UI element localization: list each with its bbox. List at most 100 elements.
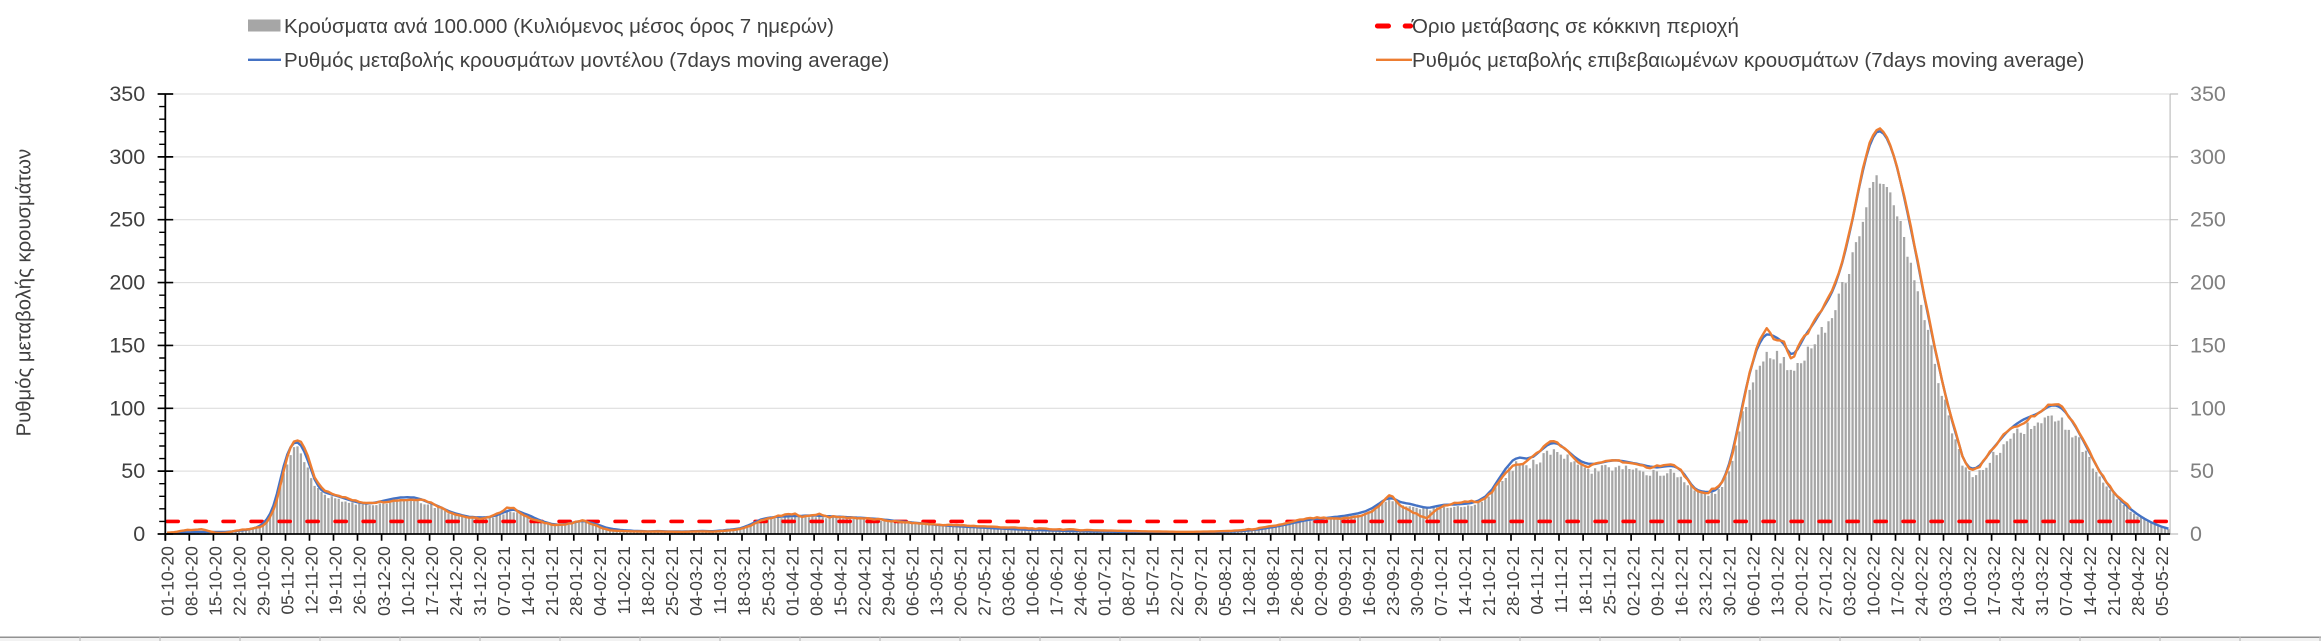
svg-text:23-09-21: 23-09-21 bbox=[1383, 546, 1403, 616]
svg-text:03-06-21: 03-06-21 bbox=[999, 546, 1019, 616]
svg-text:350: 350 bbox=[2190, 82, 2226, 106]
svg-text:14-01-21: 14-01-21 bbox=[518, 546, 538, 616]
svg-text:28-10-21: 28-10-21 bbox=[1503, 546, 1523, 616]
svg-text:01-04-21: 01-04-21 bbox=[782, 546, 802, 616]
svg-text:150: 150 bbox=[109, 333, 145, 357]
svg-text:03-03-22: 03-03-22 bbox=[1936, 546, 1956, 616]
svg-text:100: 100 bbox=[109, 396, 145, 420]
svg-text:24-02-22: 24-02-22 bbox=[1912, 546, 1932, 616]
svg-text:Ρυθμός μεταβολής κρουσμάτων: Ρυθμός μεταβολής κρουσμάτων bbox=[14, 149, 36, 437]
svg-text:22-07-21: 22-07-21 bbox=[1167, 546, 1187, 616]
svg-text:0: 0 bbox=[133, 522, 145, 546]
svg-text:29-04-21: 29-04-21 bbox=[878, 546, 898, 616]
svg-text:21-10-21: 21-10-21 bbox=[1479, 546, 1499, 616]
svg-text:Ρυθμός μεταβολής κρουσμάτων μο: Ρυθμός μεταβολής κρουσμάτων μοντέλου (7d… bbox=[284, 49, 889, 72]
svg-text:17-06-21: 17-06-21 bbox=[1047, 546, 1067, 616]
svg-text:07-04-22: 07-04-22 bbox=[2056, 546, 2076, 616]
svg-text:23-12-21: 23-12-21 bbox=[1695, 546, 1715, 616]
svg-text:15-07-21: 15-07-21 bbox=[1143, 546, 1163, 616]
svg-text:08-10-20: 08-10-20 bbox=[182, 546, 202, 616]
svg-text:02-09-21: 02-09-21 bbox=[1311, 546, 1331, 616]
svg-text:150: 150 bbox=[2190, 333, 2226, 357]
svg-text:0: 0 bbox=[2190, 522, 2202, 546]
svg-text:17-12-20: 17-12-20 bbox=[422, 546, 442, 616]
svg-text:04-02-21: 04-02-21 bbox=[590, 546, 610, 616]
svg-text:250: 250 bbox=[109, 208, 145, 232]
svg-text:17-03-22: 17-03-22 bbox=[1984, 546, 2004, 616]
svg-text:06-05-21: 06-05-21 bbox=[902, 546, 922, 616]
svg-text:07-10-21: 07-10-21 bbox=[1431, 546, 1451, 616]
svg-text:06-01-22: 06-01-22 bbox=[1744, 546, 1764, 616]
svg-text:26-11-20: 26-11-20 bbox=[350, 546, 370, 614]
svg-text:05-11-20: 05-11-20 bbox=[278, 546, 298, 614]
svg-text:02-12-21: 02-12-21 bbox=[1623, 546, 1643, 616]
svg-text:300: 300 bbox=[109, 145, 145, 169]
svg-text:01-10-20: 01-10-20 bbox=[158, 546, 178, 616]
svg-text:16-09-21: 16-09-21 bbox=[1359, 546, 1379, 616]
svg-text:04-11-21: 04-11-21 bbox=[1527, 546, 1547, 614]
svg-text:30-09-21: 30-09-21 bbox=[1407, 546, 1427, 616]
svg-text:11-03-21: 11-03-21 bbox=[710, 546, 730, 614]
svg-text:21-04-22: 21-04-22 bbox=[2104, 546, 2124, 616]
svg-text:12-08-21: 12-08-21 bbox=[1239, 546, 1259, 616]
svg-text:11-11-21: 11-11-21 bbox=[1551, 546, 1571, 613]
svg-text:09-12-21: 09-12-21 bbox=[1647, 546, 1667, 616]
svg-text:Όριο μετάβασης σε κόκκινη περι: Όριο μετάβασης σε κόκκινη περιοχή bbox=[1411, 15, 1739, 38]
svg-text:30-12-21: 30-12-21 bbox=[1720, 546, 1740, 616]
svg-text:28-01-21: 28-01-21 bbox=[566, 546, 586, 616]
svg-text:20-05-21: 20-05-21 bbox=[951, 546, 971, 616]
svg-text:18-02-21: 18-02-21 bbox=[638, 546, 658, 616]
svg-text:10-06-21: 10-06-21 bbox=[1023, 546, 1043, 616]
svg-text:25-03-21: 25-03-21 bbox=[758, 546, 778, 616]
svg-text:08-07-21: 08-07-21 bbox=[1119, 546, 1139, 616]
svg-text:300: 300 bbox=[2190, 145, 2226, 169]
svg-text:27-01-22: 27-01-22 bbox=[1816, 546, 1836, 616]
svg-text:Ρυθμός μεταβολής επιβεβαιωμένω: Ρυθμός μεταβολής επιβεβαιωμένων κρουσμάτ… bbox=[1412, 49, 2084, 72]
svg-text:16-12-21: 16-12-21 bbox=[1671, 546, 1691, 616]
svg-text:29-10-20: 29-10-20 bbox=[254, 546, 274, 616]
svg-text:19-08-21: 19-08-21 bbox=[1263, 546, 1283, 616]
svg-text:18-11-21: 18-11-21 bbox=[1575, 546, 1595, 614]
svg-text:18-03-21: 18-03-21 bbox=[734, 546, 754, 616]
svg-text:24-03-22: 24-03-22 bbox=[2008, 546, 2028, 616]
svg-text:27-05-21: 27-05-21 bbox=[975, 546, 995, 616]
svg-text:03-02-22: 03-02-22 bbox=[1840, 546, 1860, 616]
svg-text:Κρούσματα ανά 100.000 (Κυλιόμε: Κρούσματα ανά 100.000 (Κυλιόμενος μέσος … bbox=[284, 15, 834, 38]
svg-text:21-01-21: 21-01-21 bbox=[542, 546, 562, 616]
svg-text:10-03-22: 10-03-22 bbox=[1960, 546, 1980, 616]
svg-text:200: 200 bbox=[109, 271, 145, 295]
svg-text:200: 200 bbox=[2190, 271, 2226, 295]
svg-text:10-02-22: 10-02-22 bbox=[1864, 546, 1884, 616]
svg-text:20-01-22: 20-01-22 bbox=[1792, 546, 1812, 616]
svg-text:25-02-21: 25-02-21 bbox=[662, 546, 682, 616]
svg-text:25-11-21: 25-11-21 bbox=[1599, 546, 1619, 614]
svg-text:29-07-21: 29-07-21 bbox=[1191, 546, 1211, 616]
svg-text:24-06-21: 24-06-21 bbox=[1071, 546, 1091, 616]
svg-text:15-04-21: 15-04-21 bbox=[830, 546, 850, 616]
svg-text:13-01-22: 13-01-22 bbox=[1768, 546, 1788, 616]
svg-text:14-04-22: 14-04-22 bbox=[2080, 546, 2100, 616]
svg-text:31-12-20: 31-12-20 bbox=[470, 546, 490, 616]
svg-text:100: 100 bbox=[2190, 396, 2226, 420]
svg-text:14-10-21: 14-10-21 bbox=[1455, 546, 1475, 616]
svg-text:19-11-20: 19-11-20 bbox=[326, 546, 346, 614]
svg-text:24-12-20: 24-12-20 bbox=[446, 546, 466, 616]
svg-text:50: 50 bbox=[2190, 459, 2214, 483]
svg-text:50: 50 bbox=[121, 459, 145, 483]
svg-text:10-12-20: 10-12-20 bbox=[398, 546, 418, 616]
svg-text:22-10-20: 22-10-20 bbox=[230, 546, 250, 616]
svg-text:250: 250 bbox=[2190, 208, 2226, 232]
svg-text:05-05-22: 05-05-22 bbox=[2152, 546, 2172, 616]
svg-text:350: 350 bbox=[109, 82, 145, 106]
svg-text:22-04-21: 22-04-21 bbox=[854, 546, 874, 616]
svg-text:09-09-21: 09-09-21 bbox=[1335, 546, 1355, 616]
svg-text:05-08-21: 05-08-21 bbox=[1215, 546, 1235, 616]
svg-text:26-08-21: 26-08-21 bbox=[1287, 546, 1307, 616]
svg-text:01-07-21: 01-07-21 bbox=[1095, 546, 1115, 616]
svg-text:17-02-22: 17-02-22 bbox=[1888, 546, 1908, 616]
svg-text:07-01-21: 07-01-21 bbox=[494, 546, 514, 616]
svg-text:13-05-21: 13-05-21 bbox=[927, 546, 947, 616]
svg-text:31-03-22: 31-03-22 bbox=[2032, 546, 2052, 616]
svg-text:15-10-20: 15-10-20 bbox=[206, 546, 226, 616]
svg-text:11-02-21: 11-02-21 bbox=[614, 546, 634, 614]
